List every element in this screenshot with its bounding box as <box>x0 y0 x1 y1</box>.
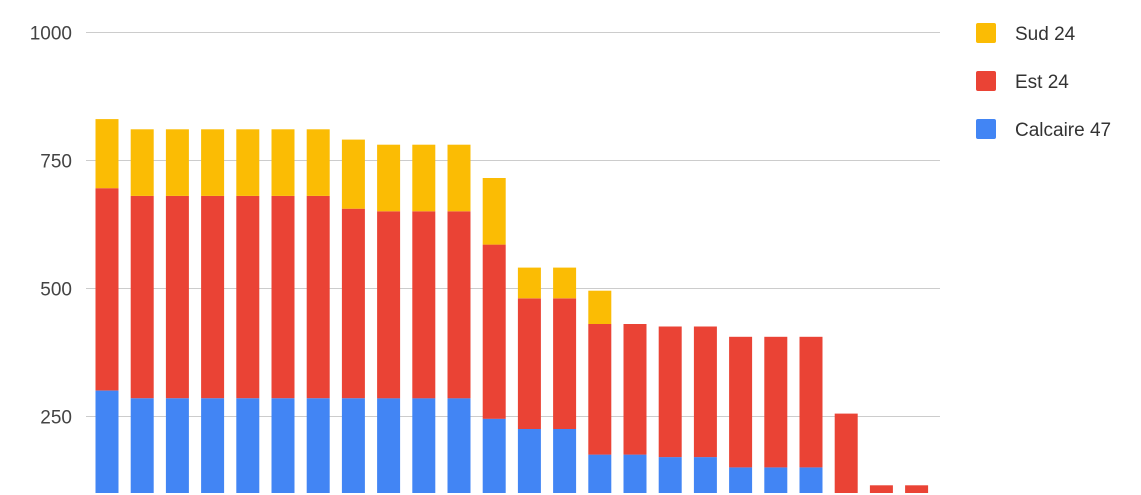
bar-calcaire-47-12[interactable] <box>482 418 506 493</box>
bar-calcaire-47-4[interactable] <box>201 398 225 493</box>
bar-est-24-18[interactable] <box>693 326 717 458</box>
bar-sud-24-5[interactable] <box>236 129 260 196</box>
bar-calcaire-47-20[interactable] <box>764 467 788 493</box>
bar-est-24-9[interactable] <box>377 211 401 399</box>
bar-est-24-3[interactable] <box>165 195 189 399</box>
bar-est-24-23[interactable] <box>869 485 893 493</box>
bar-sud-24-14[interactable] <box>553 267 577 299</box>
legend-swatch <box>976 119 996 139</box>
bar-sud-24-13[interactable] <box>517 267 541 299</box>
bar-est-24-21[interactable] <box>799 336 823 468</box>
bar-sud-24-15[interactable] <box>588 290 612 324</box>
legend-item-sud-24[interactable]: Sud 24 <box>976 23 1076 45</box>
bar-calcaire-47-18[interactable] <box>693 457 717 493</box>
bar-sud-24-9[interactable] <box>377 144 401 212</box>
bar-est-24-20[interactable] <box>764 336 788 468</box>
bar-calcaire-47-21[interactable] <box>799 467 823 493</box>
bar-est-24-12[interactable] <box>482 244 506 419</box>
legend-swatch <box>976 23 996 43</box>
bar-calcaire-47-5[interactable] <box>236 398 260 493</box>
bar-sud-24-2[interactable] <box>130 129 154 196</box>
bar-est-24-17[interactable] <box>658 326 682 458</box>
bar-est-24-16[interactable] <box>623 324 647 455</box>
bar-est-24-5[interactable] <box>236 195 260 399</box>
y-tick-label: 1000 <box>30 24 72 45</box>
bar-est-24-10[interactable] <box>412 211 436 399</box>
bar-calcaire-47-10[interactable] <box>412 398 436 493</box>
bar-est-24-19[interactable] <box>729 336 753 468</box>
legend[interactable]: Sud 24 Est 24 Calcaire 47 <box>976 23 1111 141</box>
bar-est-24-15[interactable] <box>588 324 612 455</box>
bar-calcaire-47-14[interactable] <box>553 429 577 493</box>
bar-est-24-22[interactable] <box>834 413 858 493</box>
bar-est-24-11[interactable] <box>447 211 471 399</box>
gridlines <box>86 32 940 417</box>
bar-calcaire-47-7[interactable] <box>306 398 330 493</box>
y-tick-label: 750 <box>40 152 72 173</box>
bar-sud-24-4[interactable] <box>201 129 225 196</box>
legend-label: Sud 24 <box>1015 24 1076 45</box>
bar-calcaire-47-1[interactable] <box>95 390 119 493</box>
bar-est-24-8[interactable] <box>341 208 365 399</box>
bar-sud-24-11[interactable] <box>447 144 471 212</box>
bar-calcaire-47-19[interactable] <box>729 467 753 493</box>
legend-swatch <box>976 71 996 91</box>
bar-calcaire-47-8[interactable] <box>341 398 365 493</box>
bar-est-24-1[interactable] <box>95 188 119 391</box>
bar-est-24-2[interactable] <box>130 195 154 399</box>
bar-est-24-6[interactable] <box>271 195 295 399</box>
bar-calcaire-47-17[interactable] <box>658 457 682 493</box>
bar-calcaire-47-6[interactable] <box>271 398 295 493</box>
bar-calcaire-47-13[interactable] <box>517 429 541 493</box>
legend-label: Calcaire 47 <box>1015 120 1111 141</box>
bar-calcaire-47-15[interactable] <box>588 454 612 493</box>
y-tick-label: 250 <box>40 408 72 429</box>
bars <box>95 119 929 493</box>
bar-sud-24-10[interactable] <box>412 144 436 212</box>
bar-est-24-24[interactable] <box>905 485 929 493</box>
bar-est-24-14[interactable] <box>553 298 577 429</box>
legend-item-calcaire-47[interactable]: Calcaire 47 <box>976 119 1111 141</box>
bar-sud-24-3[interactable] <box>165 129 189 196</box>
bar-sud-24-8[interactable] <box>341 139 365 209</box>
bar-est-24-7[interactable] <box>306 195 330 399</box>
bar-calcaire-47-3[interactable] <box>165 398 189 493</box>
bar-calcaire-47-2[interactable] <box>130 398 154 493</box>
y-axis-tick-labels: 250 500 750 1000 <box>30 24 72 429</box>
bar-calcaire-47-9[interactable] <box>377 398 401 493</box>
y-tick-label: 500 <box>40 280 72 301</box>
bar-sud-24-6[interactable] <box>271 129 295 196</box>
legend-item-est-24[interactable]: Est 24 <box>976 71 1069 93</box>
bar-sud-24-12[interactable] <box>482 178 506 245</box>
bar-sud-24-7[interactable] <box>306 129 330 196</box>
bar-calcaire-47-16[interactable] <box>623 454 647 493</box>
bar-est-24-13[interactable] <box>517 298 541 429</box>
legend-label: Est 24 <box>1015 72 1069 93</box>
bar-sud-24-1[interactable] <box>95 119 119 189</box>
bar-est-24-4[interactable] <box>201 195 225 399</box>
bar-calcaire-47-11[interactable] <box>447 398 471 493</box>
